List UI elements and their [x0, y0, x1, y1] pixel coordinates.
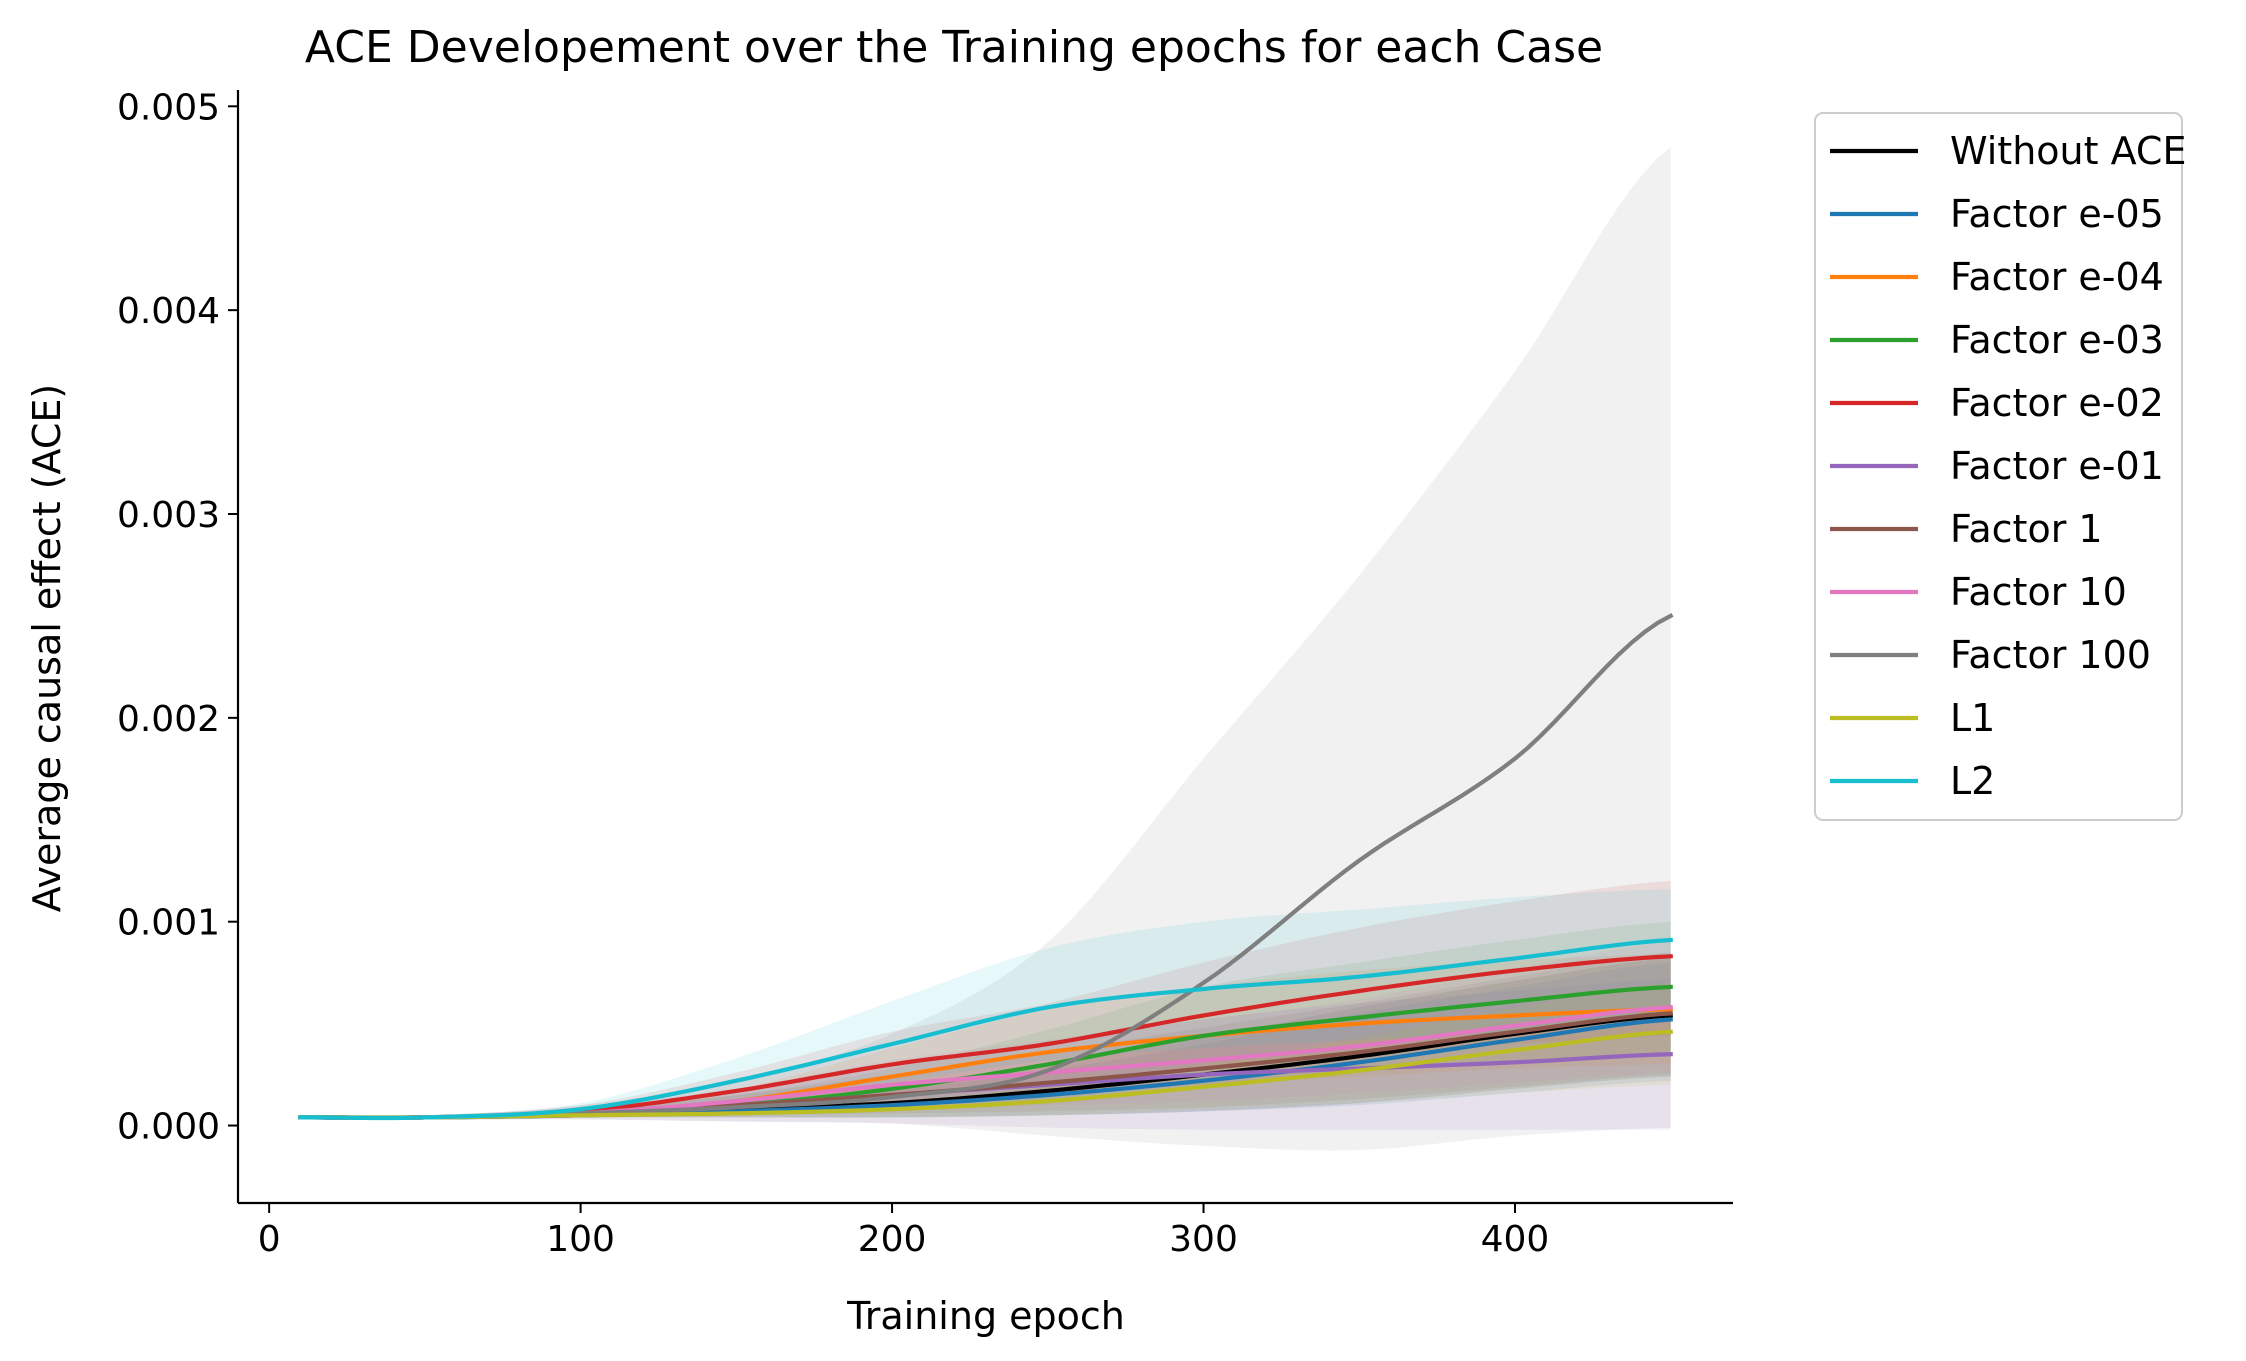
- y-ticks: 0.000 0.001 0.002 0.003 0.004 0.005: [117, 87, 238, 1148]
- chart-title: ACE Developement over the Training epoch…: [305, 22, 1603, 73]
- band-without-ace: [300, 958, 1671, 1120]
- band-factor-1: [300, 952, 1671, 1120]
- line-l2: [298, 937, 1673, 1121]
- legend-label-factor-1: Factor 1: [1950, 507, 2103, 551]
- x-tick-label: 300: [1169, 1219, 1238, 1260]
- x-tick-label: 0: [258, 1219, 281, 1260]
- legend-label-factor-e-02: Factor e-02: [1950, 381, 2164, 425]
- x-tick-label: 100: [546, 1219, 615, 1260]
- x-axis-label: Training epoch: [846, 1294, 1125, 1338]
- legend-label-factor-e-01: Factor e-01: [1950, 444, 2164, 488]
- confidence-bands: [300, 147, 1671, 1151]
- legend-label-l2: L2: [1950, 759, 1995, 803]
- y-tick-label: 0.001: [117, 903, 220, 944]
- series-lines: [298, 613, 1674, 1121]
- legend-label-l1: L1: [1950, 696, 1995, 740]
- band-l1: [300, 982, 1671, 1120]
- legend-label-factor-10: Factor 10: [1950, 570, 2127, 614]
- y-tick-label: 0.003: [117, 495, 220, 536]
- y-tick-label: 0.004: [117, 291, 220, 332]
- y-tick-label: 0.000: [117, 1107, 220, 1148]
- band-l2: [300, 889, 1671, 1120]
- band-factor-e-02: [300, 880, 1671, 1120]
- y-tick-label: 0.005: [117, 87, 220, 128]
- legend-label-without-ace: Without ACE: [1950, 129, 2186, 173]
- band-factor-100: [300, 147, 1671, 1151]
- legend-box: [1814, 112, 2183, 821]
- y-axis-label: Average causal effect (ACE): [25, 384, 69, 912]
- legend-label-factor-e-03: Factor e-03: [1950, 318, 2164, 362]
- x-ticks: 0 100 200 300 400: [258, 1203, 1550, 1260]
- y-tick-label: 0.002: [117, 699, 220, 740]
- legend: Without ACE Factor e-05 Factor e-04 Factor …: [1814, 112, 2186, 821]
- x-tick-label: 200: [858, 1219, 927, 1260]
- x-tick-label: 400: [1481, 1219, 1550, 1260]
- band-factor-e-05: [300, 962, 1671, 1120]
- legend-label-factor-100: Factor 100: [1950, 633, 2151, 677]
- legend-label-factor-e-04: Factor e-04: [1950, 255, 2164, 299]
- legend-label-factor-e-05: Factor e-05: [1950, 192, 2164, 236]
- axes: [236, 90, 1733, 1205]
